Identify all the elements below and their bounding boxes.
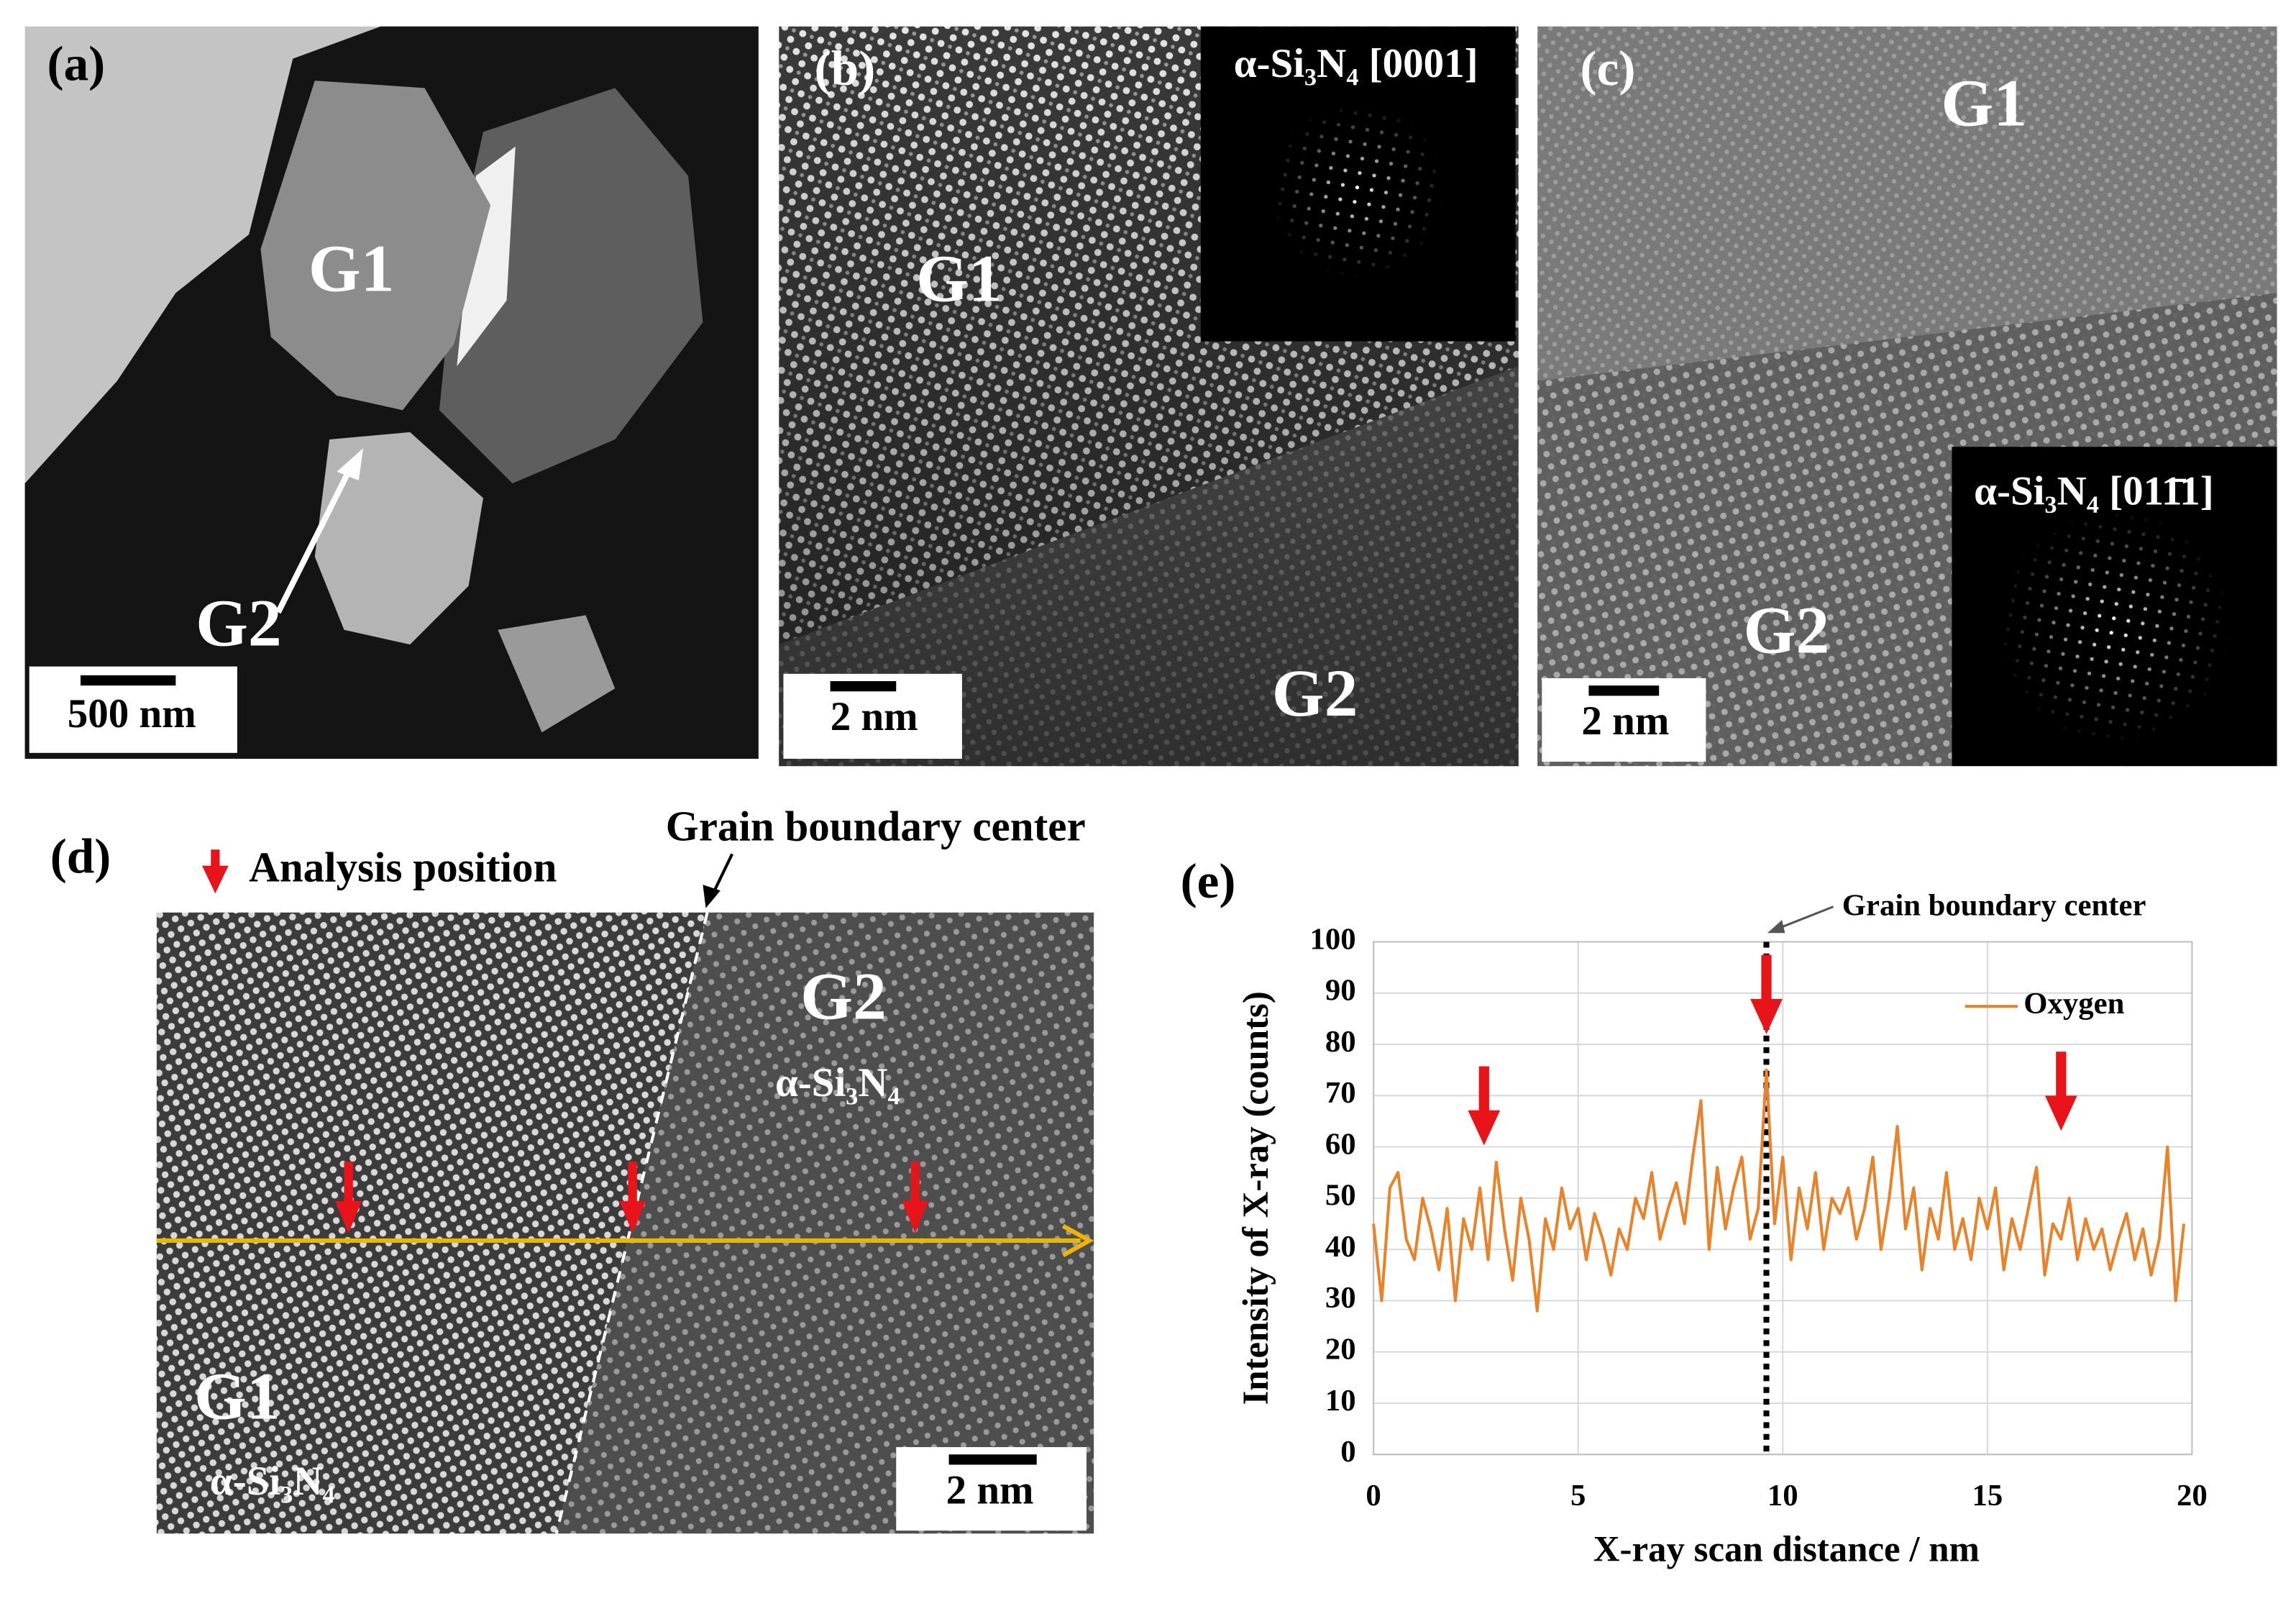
analysis-arrow-shaft bbox=[2056, 1052, 2067, 1102]
analysis-arrow-head bbox=[1750, 998, 1783, 1034]
grain-label: G2 bbox=[1272, 657, 1358, 731]
grain-g1-region bbox=[156, 912, 708, 1534]
arrow-head bbox=[335, 1200, 362, 1233]
y-tick-label: 50 bbox=[1325, 1179, 1356, 1213]
x-tick-label: 10 bbox=[1767, 1479, 1798, 1513]
arrow-shaft bbox=[628, 1161, 637, 1206]
zone-axis-label: α-Si₃N₄ [011̄1] bbox=[1974, 468, 2214, 514]
scale-bar-label: 2 nm bbox=[946, 1467, 1034, 1513]
grain-label: G2 bbox=[196, 586, 282, 660]
arrow-head bbox=[902, 1200, 929, 1233]
panel-c: (c) α-Si₃N₄ [011̄1] G1 G2 2 nm bbox=[1537, 26, 2277, 767]
analysis-arrow-head bbox=[1468, 1110, 1501, 1146]
y-tick-label: 70 bbox=[1325, 1076, 1356, 1110]
phase-label: α-Si₃N₄ bbox=[210, 1459, 335, 1504]
grain-label: G2 bbox=[1744, 593, 1830, 667]
annotation-arrow bbox=[1777, 906, 1834, 930]
bright-region bbox=[457, 146, 516, 367]
panel-label: (d) bbox=[50, 828, 111, 883]
panel-label: (b) bbox=[815, 40, 876, 96]
panel-a: (a) G1 G2 500 nm bbox=[24, 26, 759, 759]
arrow bbox=[275, 464, 355, 614]
scale-bar-label: 2 nm bbox=[1581, 698, 1669, 744]
y-tick-label: 90 bbox=[1325, 974, 1356, 1008]
arrow-head bbox=[619, 1200, 646, 1233]
grain-region bbox=[498, 615, 616, 733]
arrow-head bbox=[337, 448, 364, 481]
y-tick-label: 80 bbox=[1325, 1025, 1356, 1059]
boundary-arrow-head bbox=[703, 885, 721, 908]
grain-g1 bbox=[260, 81, 491, 411]
y-tick-label: 30 bbox=[1325, 1281, 1356, 1315]
y-tick-label: 20 bbox=[1325, 1332, 1356, 1366]
scale-bar bbox=[830, 681, 897, 692]
y-tick-label: 0 bbox=[1340, 1435, 1355, 1469]
scale-bar bbox=[948, 1454, 1037, 1465]
legend-label: Oxygen bbox=[2023, 987, 2124, 1021]
phase-label: α-Si₃N₄ bbox=[775, 1060, 900, 1105]
annotation: Grain boundary center bbox=[1842, 888, 2146, 922]
boundary-line bbox=[554, 912, 709, 1534]
chart: (e) X-ray scan distance / nm Intensity o… bbox=[1181, 853, 2208, 1569]
y-tick-label: 100 bbox=[1310, 922, 1356, 956]
plot-frame bbox=[1373, 941, 2193, 1456]
panel-b: (b) α-Si₃N₄ [0001] G1 G2 2 nm bbox=[779, 26, 1519, 767]
analysis-arrows bbox=[202, 849, 929, 1233]
panel-label: (e) bbox=[1181, 853, 1236, 908]
scale-bar-label: 2 nm bbox=[831, 694, 918, 739]
grain-label: G2 bbox=[800, 960, 887, 1034]
legend-arrow-head bbox=[202, 865, 229, 894]
scale-bar bbox=[80, 675, 176, 686]
grain-label: G1 bbox=[1941, 66, 2027, 140]
grain-label: G1 bbox=[916, 242, 1002, 316]
grain-label: G1 bbox=[194, 1359, 280, 1433]
legend-arrow-shaft bbox=[211, 849, 220, 870]
y-axis-label: Intensity of X-ray (counts) bbox=[1236, 991, 1276, 1405]
analysis-arrow-shaft bbox=[1761, 954, 1772, 1005]
y-tick-label: 10 bbox=[1325, 1384, 1356, 1418]
x-tick-label: 15 bbox=[1972, 1479, 2003, 1513]
panel-label: (c) bbox=[1581, 40, 1636, 96]
x-tick-label: 5 bbox=[1570, 1479, 1586, 1513]
arrow-shaft bbox=[344, 1161, 353, 1206]
boundary-label: Grain boundary center bbox=[666, 802, 1086, 849]
scale-bar bbox=[1588, 685, 1660, 696]
panel-d: (d) Analysis position Grain boundary cen… bbox=[50, 802, 1094, 1534]
analysis-arrow-head bbox=[2044, 1095, 2077, 1131]
x-tick-label: 0 bbox=[1366, 1479, 1381, 1513]
y-tick-label: 40 bbox=[1325, 1230, 1356, 1264]
panel-label: (a) bbox=[47, 36, 106, 91]
zone-axis-label: α-Si₃N₄ [0001] bbox=[1234, 41, 1478, 86]
fft-pattern bbox=[1200, 88, 1516, 342]
scan-arrow bbox=[1061, 1223, 1094, 1257]
scale-bar-label: 500 nm bbox=[68, 691, 196, 736]
data-line bbox=[1372, 1068, 2186, 1313]
x-axis-label: X-ray scan distance / nm bbox=[1593, 1529, 1980, 1569]
fft-pattern bbox=[1952, 512, 2277, 767]
legend-label: Analysis position bbox=[249, 843, 557, 890]
arrow-shaft bbox=[910, 1161, 920, 1206]
grain-g2-region bbox=[556, 912, 1094, 1534]
annotation-arrow-head bbox=[1767, 919, 1785, 934]
y-tick-label: 60 bbox=[1325, 1127, 1356, 1161]
grain-label: G1 bbox=[308, 232, 395, 306]
grain-g2 bbox=[314, 432, 483, 645]
analysis-arrow-shaft bbox=[1478, 1066, 1489, 1116]
x-tick-label: 20 bbox=[2177, 1479, 2208, 1513]
